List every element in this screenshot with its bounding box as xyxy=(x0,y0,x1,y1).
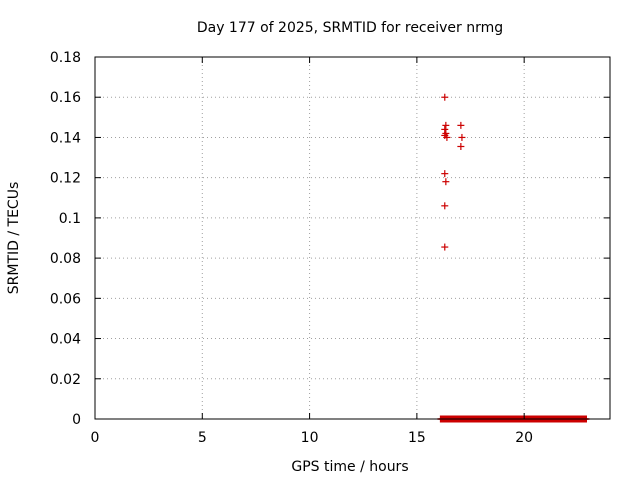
data-point xyxy=(457,142,465,150)
y-tick-label: 0.04 xyxy=(50,332,81,348)
x-tick-label: 20 xyxy=(515,430,533,446)
y-tick-labels: 0 0.02 0.04 0.06 0.08 0.1 0.12 0.14 0.16 0.18 xyxy=(50,50,81,428)
data-point xyxy=(441,93,449,101)
chart-title: Day 177 of 2025, SRMTID for receiver nrm… xyxy=(197,20,503,36)
y-tick-label: 0.14 xyxy=(50,130,81,146)
y-tick-label: 0.1 xyxy=(59,211,81,227)
tick-marks xyxy=(94,56,610,420)
data-point xyxy=(441,202,449,210)
y-tick-label: 0.06 xyxy=(50,291,81,307)
x-tick-label: 5 xyxy=(198,430,207,446)
data-point xyxy=(441,243,449,251)
plot-frame xyxy=(94,56,611,420)
data-point xyxy=(442,178,450,186)
x-axis-label: GPS time / hours xyxy=(291,459,408,475)
data-point xyxy=(457,121,465,129)
data-point xyxy=(441,170,449,178)
data-point xyxy=(443,133,451,141)
x-tick-label: 10 xyxy=(301,430,319,446)
y-axis-label: SRMTID / TECUs xyxy=(6,182,22,295)
x-tick-label: 15 xyxy=(408,430,426,446)
data-point xyxy=(441,125,449,133)
data-point xyxy=(458,133,466,141)
y-tick-label: 0.02 xyxy=(50,372,81,388)
y-tick-label: 0.16 xyxy=(50,90,81,106)
x-tick-labels: 0 5 10 15 20 xyxy=(91,430,534,446)
y-tick-label: 0.08 xyxy=(50,251,81,267)
y-tick-label: 0.12 xyxy=(50,171,81,187)
y-tick-label: 0.18 xyxy=(50,50,81,66)
grid-lines xyxy=(95,57,610,419)
x-tick-label: 0 xyxy=(91,430,100,446)
data-point xyxy=(442,121,450,129)
y-tick-label: 0 xyxy=(72,412,81,428)
